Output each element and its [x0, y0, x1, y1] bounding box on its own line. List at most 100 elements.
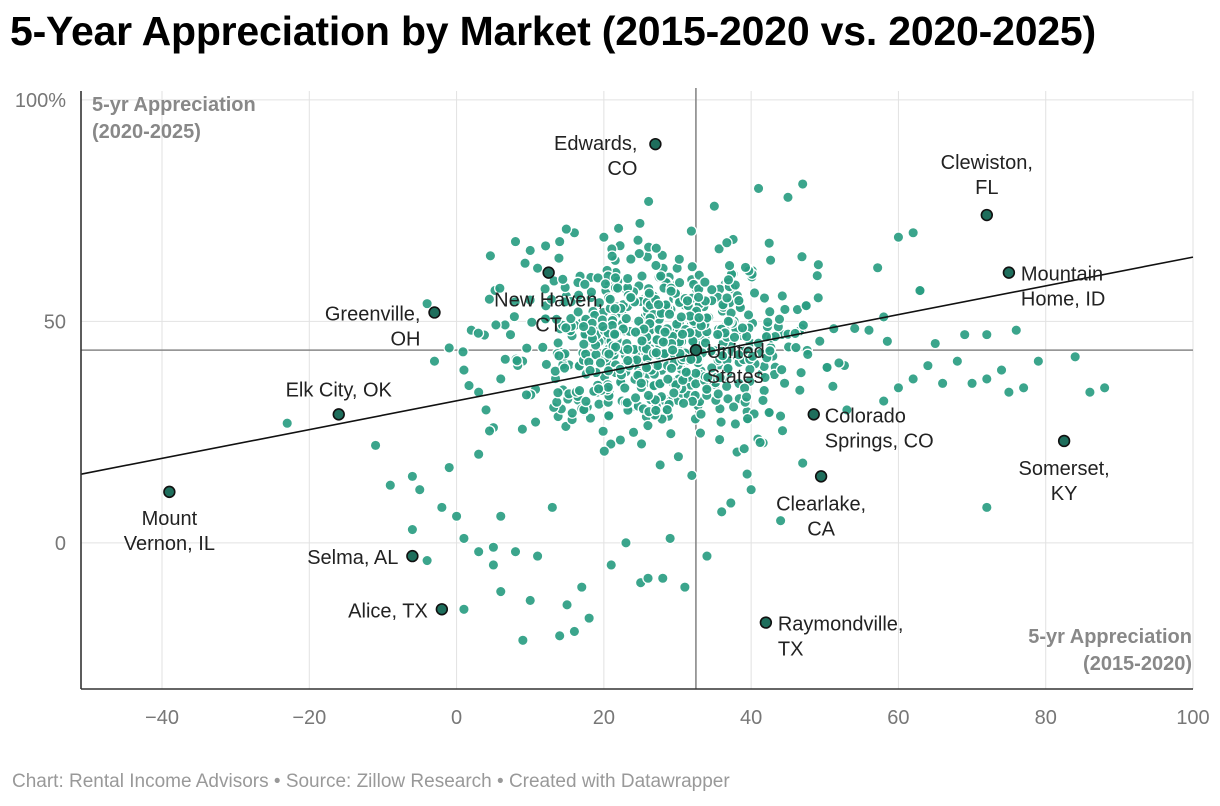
market-dot: [428, 355, 441, 368]
market-dot: [681, 294, 694, 307]
market-dot: [517, 634, 529, 647]
market-dot: [577, 338, 590, 351]
market-dot: [597, 320, 609, 333]
market-dot: [764, 344, 776, 357]
market-dot: [741, 468, 753, 480]
tick-labels: −40 −20 0 20 40 60 80 100 100% 50 0: [15, 90, 1210, 729]
market-dot: [729, 418, 742, 430]
market-dot: [848, 322, 861, 335]
market-dot: [457, 346, 469, 358]
market-dot: [722, 362, 734, 375]
market-dot: [579, 278, 591, 291]
market-dot: [650, 242, 663, 255]
market-dot: [413, 483, 426, 496]
market-dot: [693, 311, 705, 324]
market-dot: [1098, 381, 1111, 394]
market-label: Edwards, CO: [554, 133, 637, 180]
market-dot: [764, 254, 777, 267]
market-dot: [740, 391, 753, 403]
market-dot: [511, 354, 523, 367]
highlight-dot: [435, 603, 449, 616]
market-dot: [732, 348, 745, 361]
market-dot: [458, 532, 470, 545]
market-dot: [1069, 350, 1082, 363]
market-dot: [892, 231, 905, 244]
market-dot: [958, 328, 971, 341]
market-dot: [519, 257, 531, 270]
market-dot: [508, 310, 521, 323]
market-dot: [738, 442, 751, 455]
market-dot: [661, 403, 674, 416]
market-dot: [539, 240, 552, 252]
highlighted-market: Clearlake, CA: [776, 470, 866, 540]
market-dot: [752, 182, 765, 195]
market-dot: [793, 384, 806, 397]
market-dot: [598, 445, 611, 458]
market-dot: [695, 408, 707, 420]
market-dot: [720, 380, 733, 393]
market-dot: [701, 371, 714, 384]
market-dot: [739, 261, 752, 274]
market-dot: [776, 290, 789, 302]
market-dot: [881, 335, 894, 348]
market-dot: [493, 282, 506, 295]
market-dot: [692, 291, 705, 304]
market-label: Greenville, OH: [325, 303, 421, 350]
market-dot: [716, 349, 729, 362]
market-dot: [654, 459, 667, 471]
market-dot: [602, 409, 615, 422]
market-dot: [745, 483, 757, 496]
market-dot: [813, 335, 826, 348]
market-dot: [524, 244, 537, 257]
highlight-dot: [814, 470, 828, 483]
market-dot: [761, 316, 774, 328]
market-dot: [700, 383, 713, 396]
market-dot: [715, 505, 728, 518]
market-dot: [593, 296, 606, 309]
market-dot: [736, 322, 749, 334]
market-dot: [598, 231, 610, 244]
market-dot: [629, 326, 642, 338]
market-dot: [877, 395, 890, 407]
market-dot: [673, 276, 686, 289]
market-dot: [494, 373, 507, 385]
market-dot: [529, 416, 542, 428]
market-dot: [667, 387, 680, 399]
market-dot: [520, 342, 533, 354]
market-dot: [715, 416, 727, 428]
market-dot: [722, 315, 735, 328]
market-dot: [922, 359, 934, 372]
x-tick-label: −40: [145, 707, 179, 729]
market-dot: [650, 259, 662, 272]
market-dot: [594, 357, 607, 369]
highlight-dot: [1002, 266, 1016, 279]
market-label: Alice, TX: [348, 600, 428, 622]
market-dot: [728, 331, 741, 344]
market-dot: [675, 311, 688, 323]
market-dot: [634, 217, 646, 230]
market-dot: [662, 373, 674, 386]
market-dot: [677, 397, 690, 410]
market-dot: [714, 371, 726, 384]
market-dot: [603, 348, 615, 360]
market-dot: [741, 412, 754, 425]
market-dot: [604, 438, 617, 450]
market-dot: [871, 261, 884, 274]
x-tick-label: 20: [593, 707, 615, 729]
market-dot: [602, 381, 615, 394]
market-dot: [608, 328, 621, 341]
highlight-dot: [1057, 434, 1071, 448]
market-dot: [680, 366, 693, 379]
y-tick-label: 50: [44, 311, 66, 333]
x-tick-label: 80: [1035, 707, 1057, 729]
market-dot: [524, 594, 537, 607]
market-dot: [796, 178, 809, 190]
market-dot: [553, 252, 565, 265]
market-dot: [758, 292, 771, 304]
market-dot: [559, 296, 571, 308]
trendline-group: [80, 256, 1194, 475]
trendline: [80, 256, 1194, 475]
market-dot: [673, 253, 686, 266]
market-dot: [558, 362, 571, 374]
market-dot: [665, 285, 677, 298]
